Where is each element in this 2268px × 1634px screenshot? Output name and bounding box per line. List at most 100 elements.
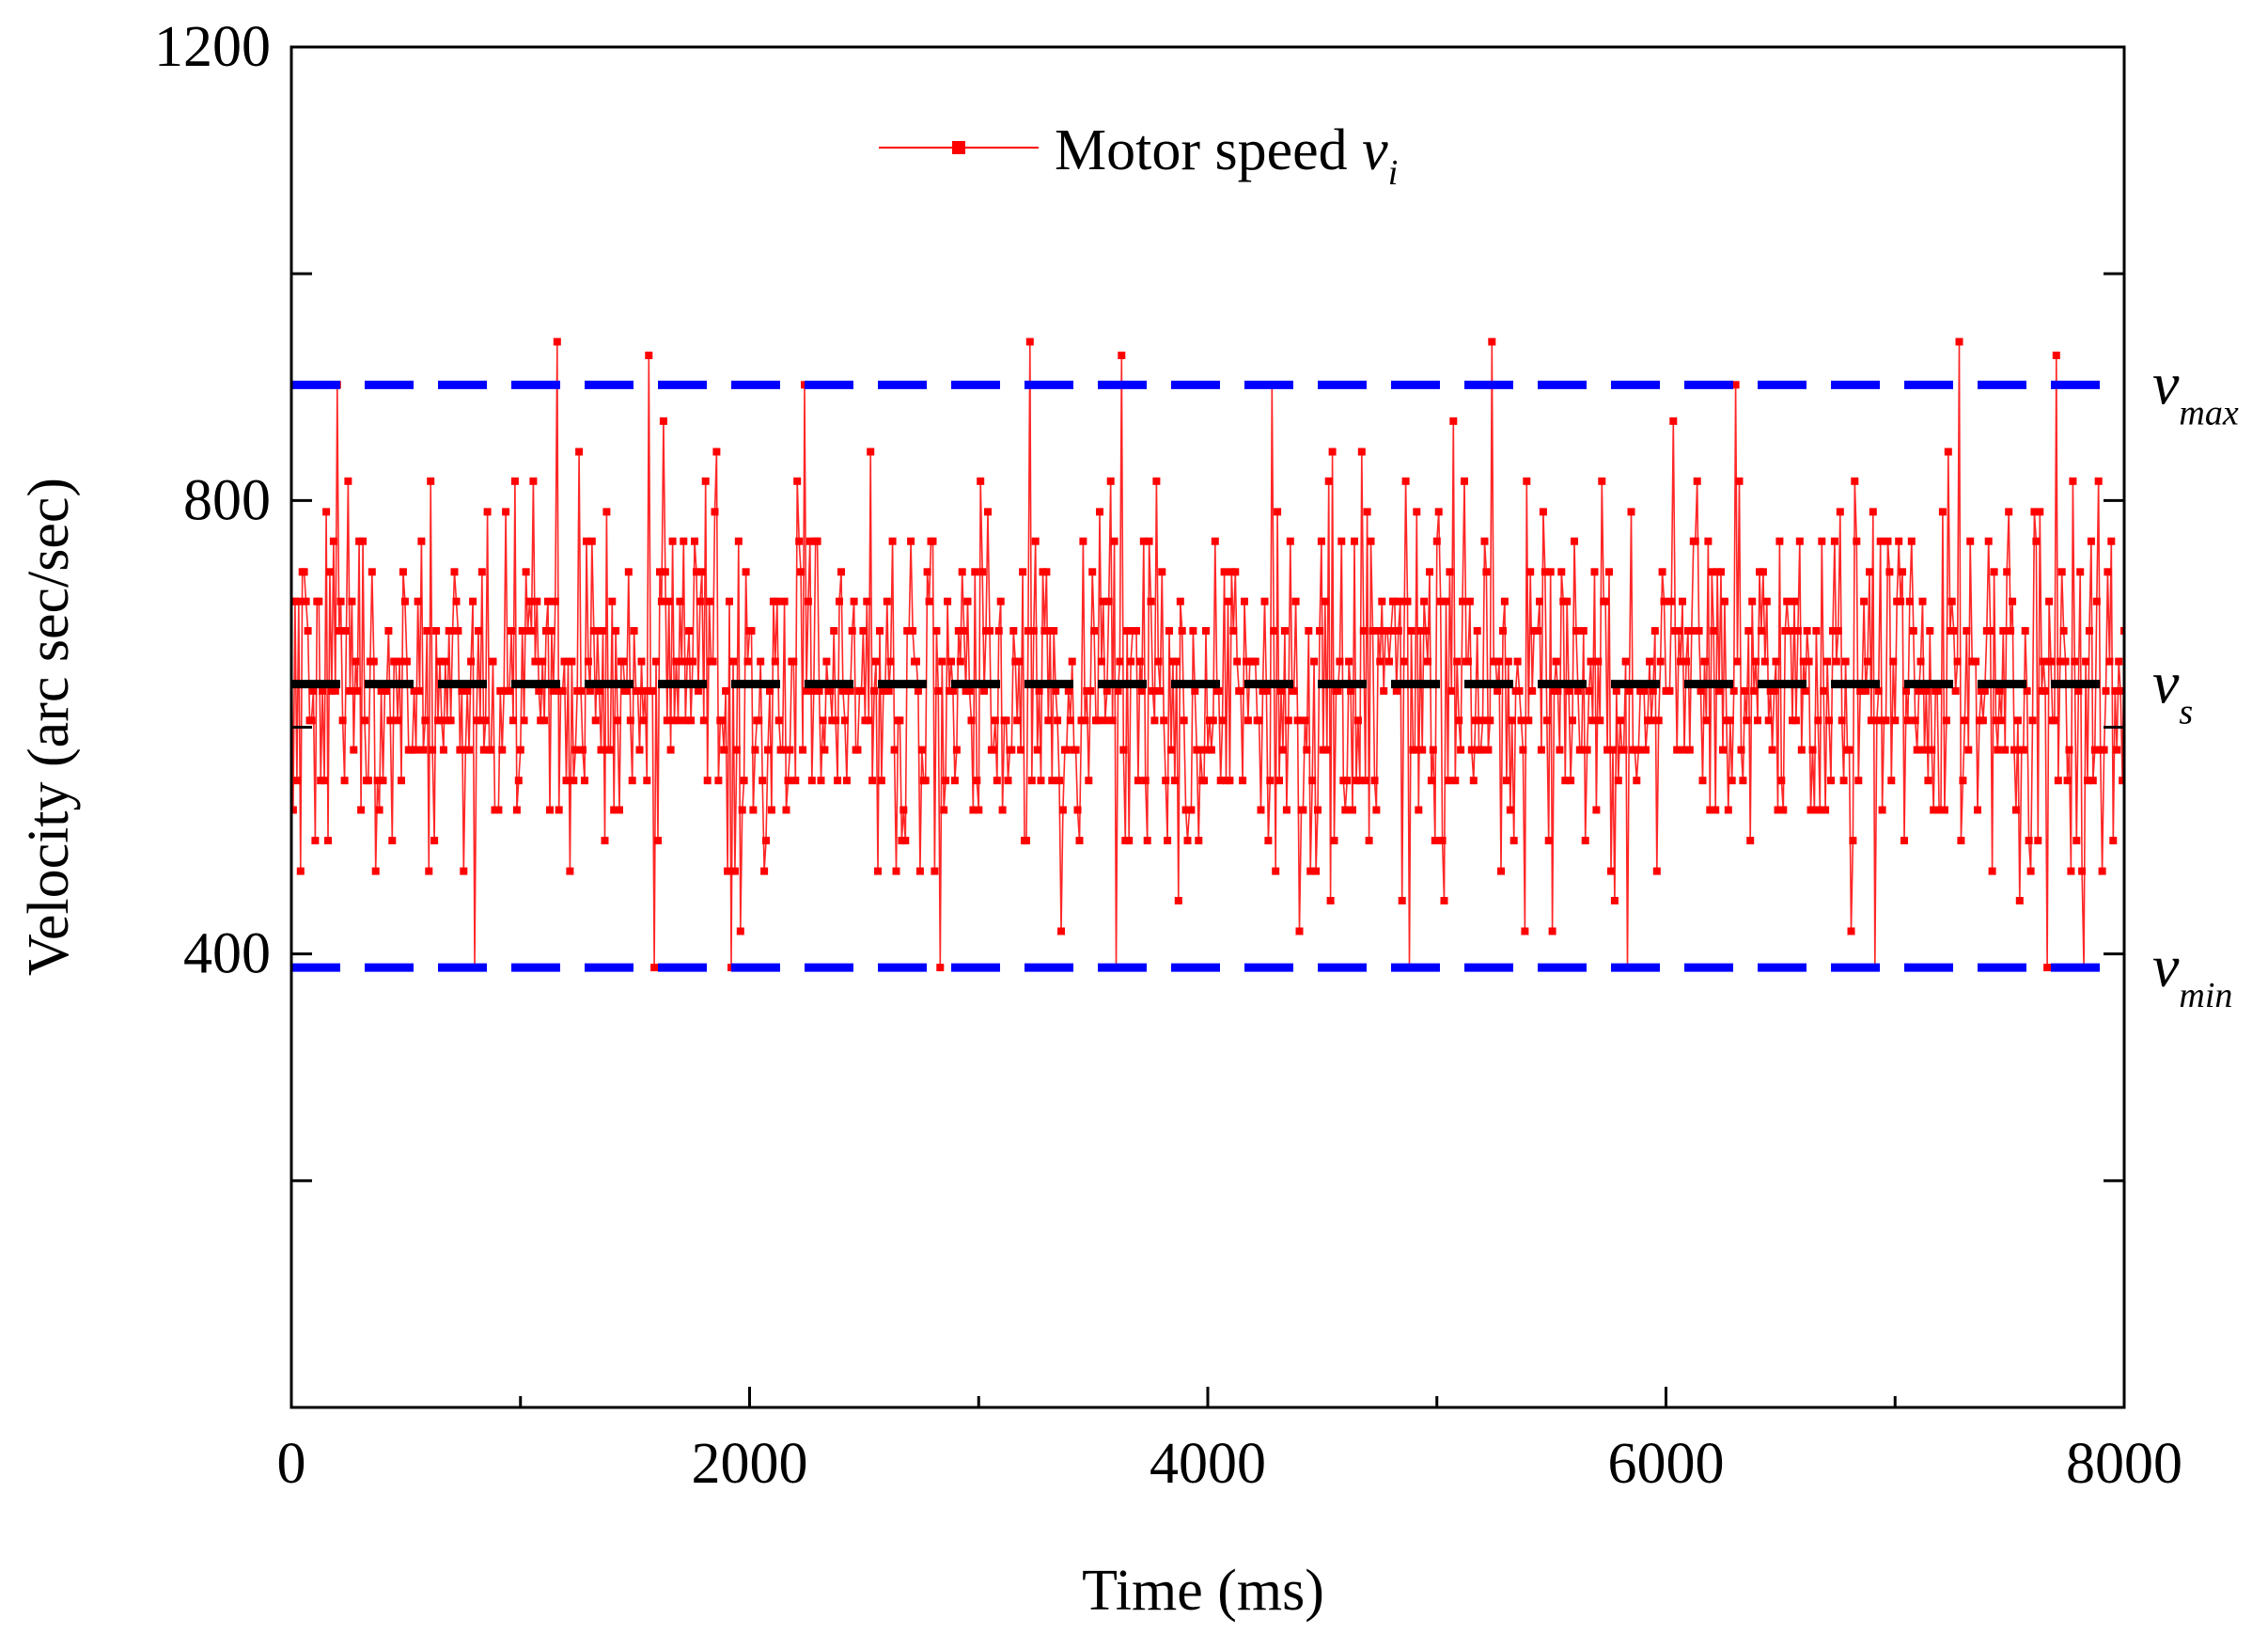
data-point [676,597,684,605]
data-point [2056,657,2064,666]
data-point [2059,627,2068,635]
data-point [1757,627,1765,635]
data-point [586,686,594,695]
data-point [1673,746,1681,754]
data-point [850,597,858,605]
data-point [458,686,466,695]
data-point [506,686,513,695]
data-point [2025,837,2033,845]
data-point [476,716,484,725]
data-point [353,686,362,695]
data-point [1499,627,1507,635]
data-point [450,568,459,576]
data-point [1392,686,1400,695]
data-point [1152,477,1161,485]
data-point [1308,777,1317,785]
data-point [1791,597,1798,605]
data-point [591,716,600,725]
data-point [1457,746,1465,754]
data-point [1484,746,1493,754]
data-point [1726,716,1734,725]
data-point [1587,657,1595,666]
data-point [549,686,557,695]
data-point [1088,568,1097,576]
data-point [913,657,920,666]
data-point [2090,746,2099,754]
data-point [630,627,638,635]
data-point [1416,627,1425,635]
data-point [971,568,979,576]
data-point [2041,686,2050,695]
data-point [1791,716,1800,725]
data-point [730,867,739,875]
data-point [1737,746,1745,754]
data-point [331,686,339,695]
data-point [1071,746,1080,754]
data-point [2094,477,2103,485]
data-point [1469,777,1478,785]
data-point [665,597,673,605]
data-point [2098,867,2106,875]
data-point [848,627,856,635]
data-point [1650,627,1659,635]
data-point [1031,537,1040,545]
data-point [292,777,301,785]
data-point [1602,597,1610,605]
data-point [877,777,885,785]
data-point [1336,657,1344,666]
data-point [439,746,447,754]
data-point [544,597,552,605]
data-point [1913,746,1921,754]
data-point [1101,716,1109,725]
data-point [1394,627,1402,635]
data-point [1488,338,1496,346]
data-point [1669,416,1678,425]
data-point [650,964,659,972]
data-point [329,537,337,545]
data-point [870,686,879,695]
data-point [402,657,411,666]
data-point [1264,837,1273,845]
data-point [1017,746,1025,754]
data-point [1777,777,1786,785]
data-point [2082,657,2090,666]
data-point [1541,568,1549,576]
data-point [1748,597,1757,605]
data-point [1398,897,1406,904]
data-point [1556,746,1564,754]
data-point [1066,716,1074,725]
data-point [799,746,807,754]
data-point [1293,716,1302,725]
data-point [1729,686,1738,695]
data-point [1829,627,1837,635]
data-point [1949,627,1958,635]
data-point [1579,627,1588,635]
data-point [1539,508,1547,516]
data-point [975,806,983,814]
data-point [724,867,732,875]
data-point [2072,837,2081,845]
data-point [757,657,765,666]
data-point [2050,716,2058,725]
data-point [832,716,840,725]
data-point [1023,837,1030,845]
data-point [853,746,862,754]
data-point [1627,508,1635,516]
data-point [1385,657,1393,666]
data-point [553,338,561,346]
data-point [784,777,792,785]
data-point [1930,806,1938,814]
data-point [375,806,383,814]
data-point [346,686,354,695]
data-point [348,597,356,605]
data-point [448,627,457,635]
data-point [481,716,490,725]
data-point [1866,568,1873,576]
data-point [324,837,332,845]
data-point [1851,477,1859,485]
data-point [1708,568,1716,576]
data-point [1698,777,1707,785]
data-point [762,837,770,845]
data-point [1642,746,1650,754]
